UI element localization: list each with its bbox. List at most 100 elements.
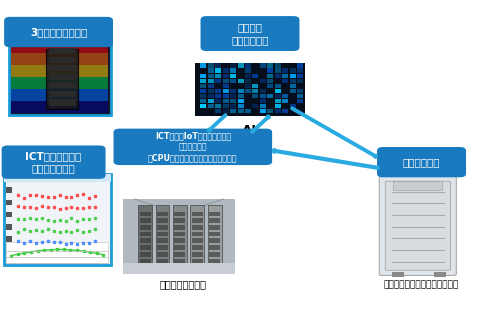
FancyBboxPatch shape <box>12 41 108 53</box>
FancyBboxPatch shape <box>245 74 251 78</box>
FancyBboxPatch shape <box>245 69 251 73</box>
FancyBboxPatch shape <box>157 212 168 216</box>
FancyBboxPatch shape <box>192 239 203 243</box>
FancyBboxPatch shape <box>209 232 220 236</box>
FancyBboxPatch shape <box>268 69 274 73</box>
FancyBboxPatch shape <box>385 181 450 270</box>
FancyBboxPatch shape <box>282 99 288 103</box>
FancyBboxPatch shape <box>6 242 108 263</box>
FancyBboxPatch shape <box>200 94 206 98</box>
FancyBboxPatch shape <box>222 89 228 93</box>
Text: 情報解析
（最適制御）: 情報解析 （最適制御） <box>231 22 269 45</box>
FancyBboxPatch shape <box>222 84 228 88</box>
FancyBboxPatch shape <box>268 94 274 98</box>
FancyBboxPatch shape <box>4 17 113 47</box>
Text: ICT機器をIoTセンサーとして
環境情報取得
（CPU使用率・温度・電力使用量等）: ICT機器をIoTセンサーとして 環境情報取得 （CPU使用率・温度・電力使用量… <box>148 132 238 162</box>
FancyBboxPatch shape <box>260 63 266 68</box>
FancyBboxPatch shape <box>138 205 152 268</box>
FancyBboxPatch shape <box>238 99 244 103</box>
FancyBboxPatch shape <box>282 69 288 73</box>
FancyBboxPatch shape <box>174 245 186 250</box>
Text: AI: AI <box>242 124 258 137</box>
FancyBboxPatch shape <box>209 218 220 223</box>
FancyBboxPatch shape <box>114 129 272 165</box>
FancyBboxPatch shape <box>174 239 186 243</box>
FancyBboxPatch shape <box>200 89 206 93</box>
FancyBboxPatch shape <box>200 16 300 51</box>
FancyBboxPatch shape <box>6 212 12 217</box>
FancyBboxPatch shape <box>140 252 150 256</box>
FancyBboxPatch shape <box>174 225 186 230</box>
FancyBboxPatch shape <box>200 63 206 68</box>
FancyBboxPatch shape <box>9 43 111 115</box>
FancyBboxPatch shape <box>230 104 236 108</box>
FancyBboxPatch shape <box>208 69 214 73</box>
FancyBboxPatch shape <box>282 74 288 78</box>
FancyBboxPatch shape <box>192 252 203 256</box>
FancyBboxPatch shape <box>209 252 220 256</box>
FancyBboxPatch shape <box>297 99 303 103</box>
FancyBboxPatch shape <box>434 273 446 277</box>
FancyBboxPatch shape <box>290 89 296 93</box>
FancyBboxPatch shape <box>209 239 220 243</box>
FancyBboxPatch shape <box>290 69 296 73</box>
FancyBboxPatch shape <box>282 78 288 83</box>
FancyBboxPatch shape <box>268 63 274 68</box>
FancyBboxPatch shape <box>200 104 206 108</box>
FancyBboxPatch shape <box>290 74 296 78</box>
FancyBboxPatch shape <box>6 236 12 242</box>
FancyBboxPatch shape <box>192 245 203 250</box>
FancyBboxPatch shape <box>275 89 281 93</box>
FancyBboxPatch shape <box>140 259 150 263</box>
FancyBboxPatch shape <box>192 259 203 263</box>
FancyBboxPatch shape <box>245 78 251 83</box>
FancyBboxPatch shape <box>157 245 168 250</box>
FancyBboxPatch shape <box>297 69 303 73</box>
FancyBboxPatch shape <box>252 84 258 88</box>
FancyBboxPatch shape <box>238 109 244 113</box>
FancyBboxPatch shape <box>245 84 251 88</box>
FancyBboxPatch shape <box>6 224 12 230</box>
FancyBboxPatch shape <box>12 53 108 65</box>
FancyBboxPatch shape <box>238 63 244 68</box>
FancyBboxPatch shape <box>260 89 266 93</box>
FancyBboxPatch shape <box>157 252 168 256</box>
FancyBboxPatch shape <box>174 259 186 263</box>
FancyBboxPatch shape <box>48 82 76 88</box>
FancyBboxPatch shape <box>196 63 304 116</box>
Text: ICT機器単位での
運転状態を管理: ICT機器単位での 運転状態を管理 <box>26 151 82 174</box>
FancyBboxPatch shape <box>275 69 281 73</box>
FancyBboxPatch shape <box>157 239 168 243</box>
FancyBboxPatch shape <box>48 74 76 80</box>
FancyBboxPatch shape <box>208 84 214 88</box>
FancyBboxPatch shape <box>260 94 266 98</box>
FancyBboxPatch shape <box>157 232 168 236</box>
FancyBboxPatch shape <box>209 259 220 263</box>
FancyBboxPatch shape <box>157 259 168 263</box>
FancyBboxPatch shape <box>275 74 281 78</box>
FancyBboxPatch shape <box>260 78 266 83</box>
FancyBboxPatch shape <box>200 84 206 88</box>
FancyBboxPatch shape <box>140 218 150 223</box>
FancyBboxPatch shape <box>268 84 274 88</box>
FancyBboxPatch shape <box>252 89 258 93</box>
FancyBboxPatch shape <box>192 232 203 236</box>
FancyBboxPatch shape <box>174 232 186 236</box>
FancyBboxPatch shape <box>245 89 251 93</box>
FancyBboxPatch shape <box>208 63 214 68</box>
FancyBboxPatch shape <box>252 74 258 78</box>
FancyBboxPatch shape <box>222 109 228 113</box>
FancyBboxPatch shape <box>260 99 266 103</box>
FancyBboxPatch shape <box>297 94 303 98</box>
FancyBboxPatch shape <box>238 89 244 93</box>
FancyBboxPatch shape <box>245 63 251 68</box>
FancyBboxPatch shape <box>275 84 281 88</box>
FancyBboxPatch shape <box>290 84 296 88</box>
FancyBboxPatch shape <box>215 94 221 98</box>
FancyBboxPatch shape <box>222 78 228 83</box>
FancyBboxPatch shape <box>392 273 404 277</box>
FancyBboxPatch shape <box>4 174 111 265</box>
FancyBboxPatch shape <box>268 74 274 78</box>
FancyBboxPatch shape <box>268 78 274 83</box>
FancyBboxPatch shape <box>215 63 221 68</box>
